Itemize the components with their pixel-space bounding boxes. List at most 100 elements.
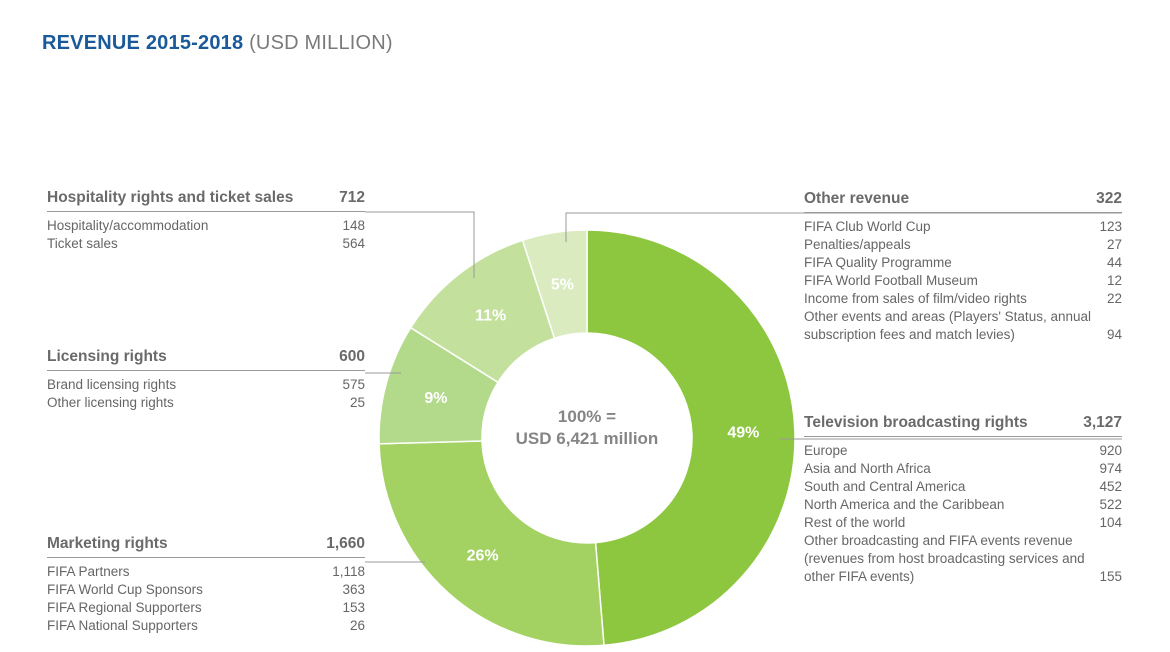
title-sub: (USD MILLION)	[249, 32, 393, 54]
panel-row: Hospitality/accommodation 148	[47, 217, 365, 235]
panel-marketing: Marketing rights 1,660 FIFA Partners 1,11…	[47, 535, 365, 635]
panel-tv-header: Television broadcasting rights 3,127	[804, 414, 1122, 437]
donut-slice	[521, 229, 588, 340]
panel-row-label: Ticket sales	[47, 236, 118, 251]
panel-tv-value: 3,127	[1083, 414, 1122, 431]
leader-line	[365, 211, 475, 278]
panel-row-label: FIFA Club World Cup	[804, 219, 931, 234]
panel-row-value: 26	[349, 618, 365, 633]
panel-row: Penalties/appeals 27	[804, 236, 1122, 254]
panel-row-value: 363	[342, 582, 365, 597]
panel-row: FIFA Partners 1,118	[47, 563, 365, 581]
page-title: REVENUE 2015-2018 (USD MILLION)	[42, 32, 393, 55]
panel-other-label: Other revenue	[804, 190, 910, 207]
slice-percent-label: 5%	[551, 276, 574, 293]
panel-licensing-header: Licensing rights 600	[47, 348, 365, 371]
panel-row: Income from sales of film/video rights 22	[804, 290, 1122, 308]
panel-row: FIFA National Supporters 26	[47, 617, 365, 635]
panel-licensing-value: 600	[339, 348, 365, 365]
panel-row: Other events and areas (Players' Status,…	[804, 308, 1122, 344]
title-main: REVENUE 2015-2018	[42, 32, 244, 54]
panel-row-label: FIFA Quality Programme	[804, 255, 952, 270]
panel-tv-rows: Europe 920 Asia and North Africa 974 South a…	[804, 442, 1122, 586]
panel-row: FIFA Club World Cup 123	[804, 218, 1122, 236]
panel-row-label: FIFA World Football Museum	[804, 273, 978, 288]
panel-row: South and Central America 452	[804, 478, 1122, 496]
panel-hospitality-value: 712	[339, 189, 365, 206]
panel-row-value: 123	[1099, 219, 1122, 234]
panel-row: North America and the Caribbean 522	[804, 496, 1122, 514]
panel-marketing-value: 1,660	[326, 535, 365, 552]
panel-row-label: FIFA Regional Supporters	[47, 600, 202, 615]
panel-row: Ticket sales 564	[47, 235, 365, 253]
panel-row-value: 44	[1106, 255, 1122, 270]
panel-row: FIFA Quality Programme 44	[804, 254, 1122, 272]
panel-row-label: Hospitality/accommodation	[47, 218, 209, 233]
slice-percent-label: 9%	[424, 390, 447, 407]
panel-row-value: 452	[1099, 479, 1122, 494]
center-total-label: 100% =	[558, 407, 616, 426]
panel-row-value: 94	[1106, 327, 1122, 342]
panel-row-value: 155	[1099, 569, 1122, 584]
panel-row-value: 153	[342, 600, 365, 615]
panel-row-label: FIFA Partners	[47, 564, 130, 579]
panel-row: Europe 920	[804, 442, 1122, 460]
panel-other-value: 322	[1096, 190, 1122, 207]
panel-row-label: Other broadcasting and FIFA events reven…	[804, 533, 1085, 584]
leader-line	[565, 212, 1122, 242]
panel-row-label: Other licensing rights	[47, 395, 174, 410]
panel-other: Other revenue 322 FIFA Club World Cup 123…	[804, 190, 1122, 344]
panel-hospitality-rows: Hospitality/accommodation 148 Ticket sales…	[47, 217, 365, 253]
panel-row-label: Penalties/appeals	[804, 237, 911, 252]
panel-row: Other licensing rights 25	[47, 394, 365, 412]
panel-row: Asia and North Africa 974	[804, 460, 1122, 478]
panel-row-label: FIFA National Supporters	[47, 618, 198, 633]
donut-slice	[378, 440, 605, 647]
panel-row-value: 1,118	[332, 564, 365, 579]
panel-row: FIFA World Football Museum 12	[804, 272, 1122, 290]
panel-row-value: 148	[342, 218, 365, 233]
panel-row: FIFA World Cup Sponsors 363	[47, 581, 365, 599]
panel-other-rows: FIFA Club World Cup 123 Penalties/appeals 2…	[804, 218, 1122, 344]
panel-marketing-rows: FIFA Partners 1,118 FIFA World Cup Sponsor…	[47, 563, 365, 635]
panel-row-label: Income from sales of film/video rights	[804, 291, 1027, 306]
panel-row-value: 27	[1106, 237, 1122, 252]
panel-row-value: 974	[1099, 461, 1122, 476]
panel-row-label: North America and the Caribbean	[804, 497, 1005, 512]
panel-row-label: Rest of the world	[804, 515, 906, 530]
panel-row-value: 104	[1099, 515, 1122, 530]
panel-row-value: 522	[1099, 497, 1122, 512]
panel-row-label: Asia and North Africa	[804, 461, 931, 476]
donut-slice	[586, 229, 796, 647]
panel-row-value: 25	[349, 395, 365, 410]
panel-marketing-header: Marketing rights 1,660	[47, 535, 365, 558]
panel-row: FIFA Regional Supporters 153	[47, 599, 365, 617]
panel-row-label: Europe	[804, 443, 848, 458]
panel-row: Other broadcasting and FIFA events reven…	[804, 532, 1122, 586]
panel-row-label: Other events and areas (Players' Status,…	[804, 309, 1091, 342]
panel-licensing-label: Licensing rights	[47, 348, 167, 365]
panel-row: Brand licensing rights 575	[47, 376, 365, 394]
panel-row-value: 22	[1106, 291, 1122, 306]
panel-row-value: 12	[1106, 273, 1122, 288]
panel-row-value: 575	[342, 377, 365, 392]
panel-licensing-rows: Brand licensing rights 575 Other licensing…	[47, 376, 365, 412]
center-total-value: USD 6,421 million	[516, 429, 659, 448]
slice-percent-label: 49%	[727, 425, 759, 442]
panel-row: Rest of the world 104	[804, 514, 1122, 532]
panel-other-header: Other revenue 322	[804, 190, 1122, 213]
panel-licensing: Licensing rights 600 Brand licensing rig…	[47, 348, 365, 412]
panel-row-label: Brand licensing rights	[47, 377, 177, 392]
slice-percent-label: 26%	[467, 548, 499, 565]
panel-row-label: South and Central America	[804, 479, 966, 494]
panel-row-value: 920	[1099, 443, 1122, 458]
slice-percent-label: 11%	[475, 308, 506, 325]
panel-marketing-label: Marketing rights	[47, 535, 168, 552]
panel-hospitality-header: Hospitality rights and ticket sales 712	[47, 189, 365, 212]
panel-row-value: 564	[342, 236, 365, 251]
panel-tv-label: Television broadcasting rights	[804, 414, 1028, 431]
panel-hospitality: Hospitality rights and ticket sales 712 …	[47, 189, 365, 253]
panel-tv: Television broadcasting rights 3,127 Eur…	[804, 414, 1122, 586]
panel-hospitality-label: Hospitality rights and ticket sales	[47, 189, 294, 206]
